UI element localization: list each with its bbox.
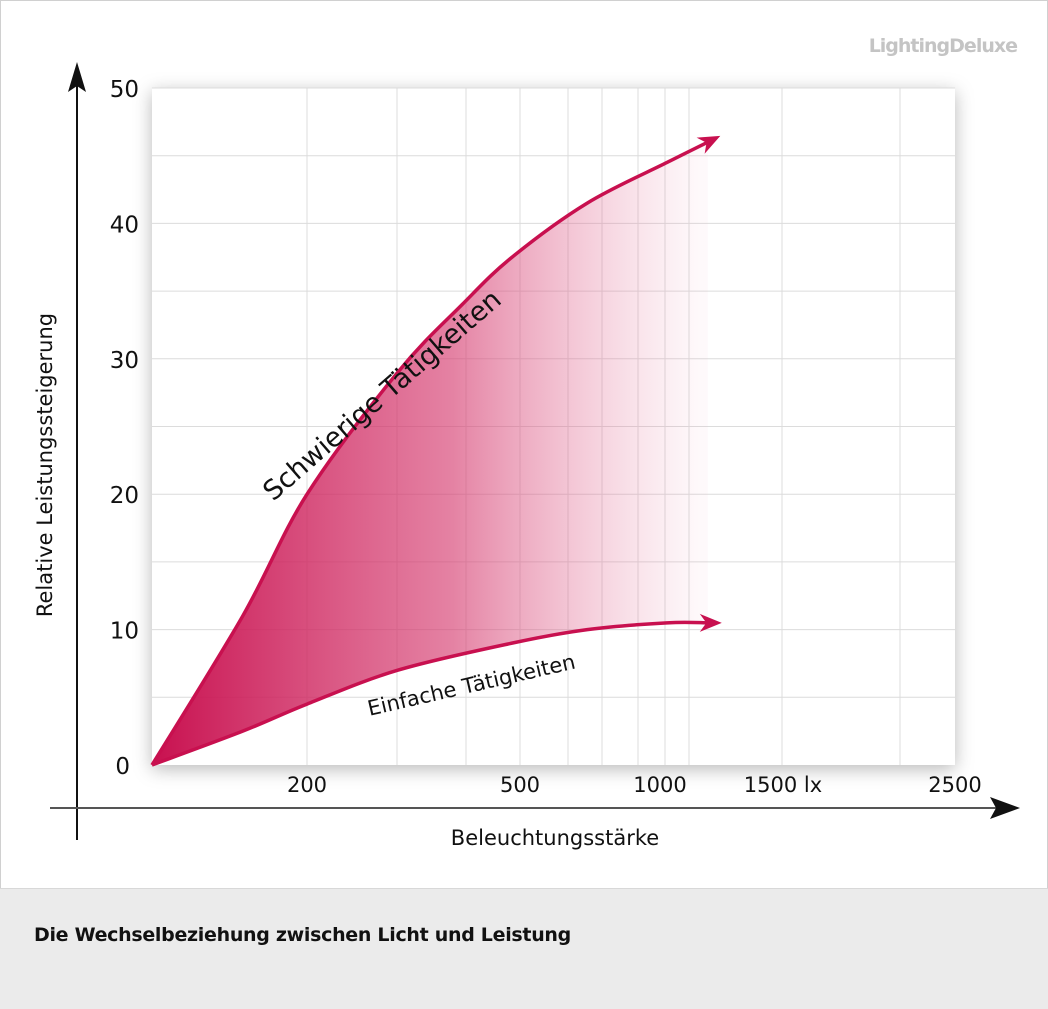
- y-axis-label: Relative Leistungssteigerung: [33, 313, 57, 617]
- caption: Die Wechselbeziehung zwischen Licht und …: [34, 924, 571, 946]
- axes: [50, 62, 1020, 840]
- x-tick-label: 1000: [633, 773, 686, 797]
- arrowhead-icon: [696, 135, 721, 154]
- x-axis-label: Beleuchtungsstärke: [451, 826, 659, 850]
- x-tick-label: 200: [287, 773, 327, 797]
- x-tick-label: 2500: [928, 773, 981, 797]
- x-axis-arrow-icon: [990, 797, 1020, 819]
- arrowhead-icon: [699, 613, 722, 632]
- x-tick-label: 1500 lx: [744, 773, 822, 797]
- y-tick-label: 10: [110, 619, 139, 645]
- y-tick-label: 40: [110, 212, 139, 238]
- series-line-schwierige: [150, 140, 709, 766]
- area-between-series: [152, 142, 708, 765]
- y-tick-label: 20: [110, 483, 139, 509]
- y-axis-arrow-icon: [68, 62, 86, 92]
- y-tick-label: 0: [115, 754, 130, 780]
- caption-band: [0, 888, 1048, 1009]
- series-lines: [150, 135, 722, 767]
- y-tick-label: 30: [110, 348, 139, 374]
- series-line-einfache: [151, 620, 708, 767]
- x-tick-label: 500: [500, 773, 540, 797]
- logo: LightingDeluxe: [869, 35, 1017, 57]
- y-tick-label: 50: [110, 77, 139, 103]
